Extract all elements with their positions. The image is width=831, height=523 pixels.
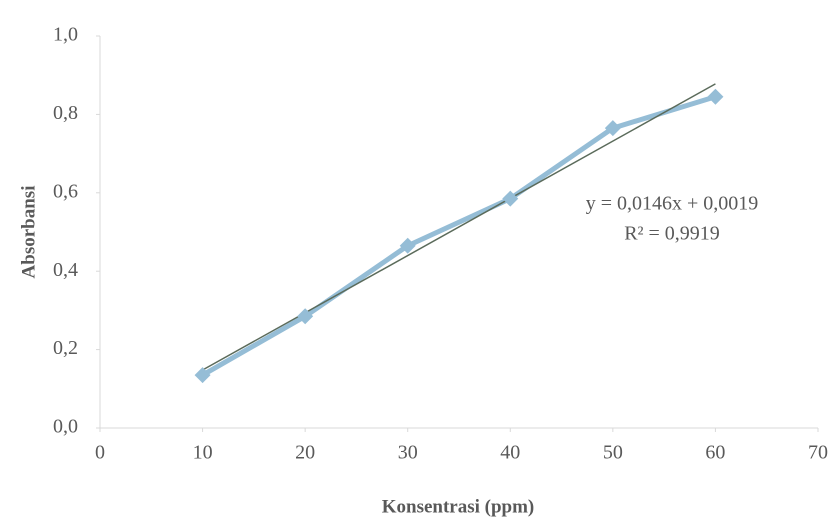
y-tick-label: 0,2 (53, 337, 78, 359)
trendline-r-squared: R² = 0,9919 (624, 223, 720, 245)
x-axis-title: Konsentrasi (ppm) (382, 496, 535, 517)
trendline-equation: y = 0,0146x + 0,0019 (586, 193, 759, 215)
x-tick-label: 10 (193, 442, 213, 464)
y-tick-label: 0,4 (53, 259, 78, 281)
x-tick-label: 0 (95, 442, 105, 464)
y-tick-label: 0,8 (53, 102, 78, 124)
y-tick-label: 0,6 (53, 180, 78, 202)
y-tick-label: 1,0 (53, 24, 78, 46)
x-tick-label: 60 (705, 442, 725, 464)
y-axis-title: Absorbansi (18, 186, 39, 279)
x-tick-label: 20 (295, 442, 315, 464)
x-tick-label: 30 (398, 442, 418, 464)
chart: Konsentrasi (ppm) Absorbansi y = 0,0146x… (0, 0, 831, 523)
x-tick-label: 50 (603, 442, 623, 464)
x-tick-label: 70 (808, 442, 828, 464)
x-tick-label: 40 (500, 442, 520, 464)
data-point (707, 89, 723, 105)
y-tick-label: 0,0 (53, 416, 78, 438)
